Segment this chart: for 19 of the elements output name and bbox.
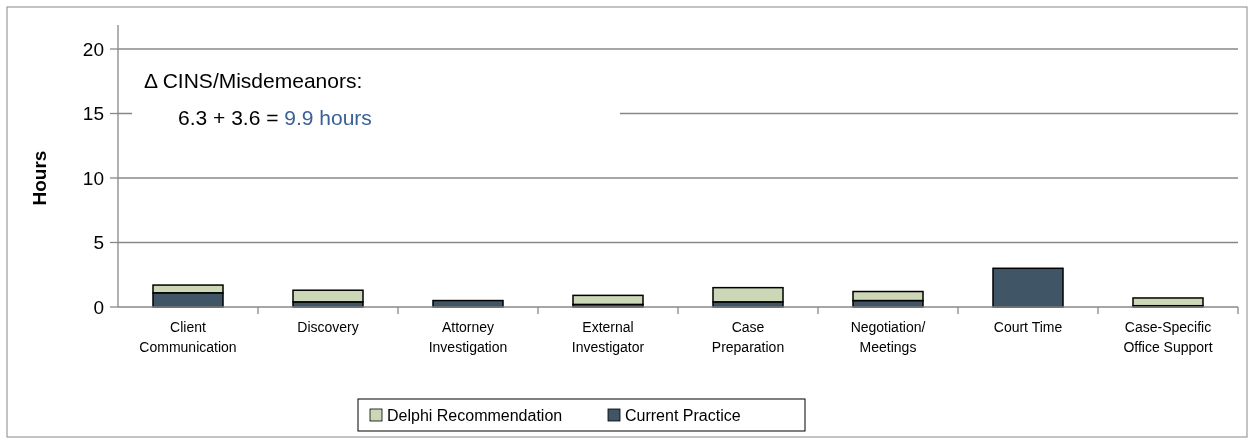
- legend-label: Delphi Recommendation: [387, 406, 563, 424]
- y-axis-title: Hours: [29, 150, 50, 206]
- legend-label: Current Practice: [625, 406, 741, 424]
- y-tick-label: 10: [82, 167, 104, 189]
- annotation: 6.3 + 3.6 =: [178, 106, 279, 129]
- x-tick-label: Discovery: [297, 319, 359, 335]
- x-tick-label: Court Time: [993, 319, 1063, 335]
- y-tick-label: 0: [93, 296, 104, 318]
- x-tick-label: Case Preparation: [711, 319, 785, 355]
- annotation: 9.9 hours: [278, 106, 372, 129]
- x-tick-label: Client Communication: [139, 319, 237, 355]
- x-tick-label: Attorney Investigation: [428, 319, 508, 355]
- x-tick-label: Negotiation/ Meetings: [850, 319, 926, 355]
- y-tick-label: 5: [93, 232, 104, 254]
- y-tick-label: 15: [82, 103, 104, 125]
- x-tick-label: Case-Specific Office Support: [1123, 319, 1213, 355]
- x-tick-label: External Investigator: [571, 319, 645, 355]
- annotation: Δ CINS/Misdemeanors:: [144, 69, 363, 92]
- y-tick-label: 20: [82, 38, 104, 60]
